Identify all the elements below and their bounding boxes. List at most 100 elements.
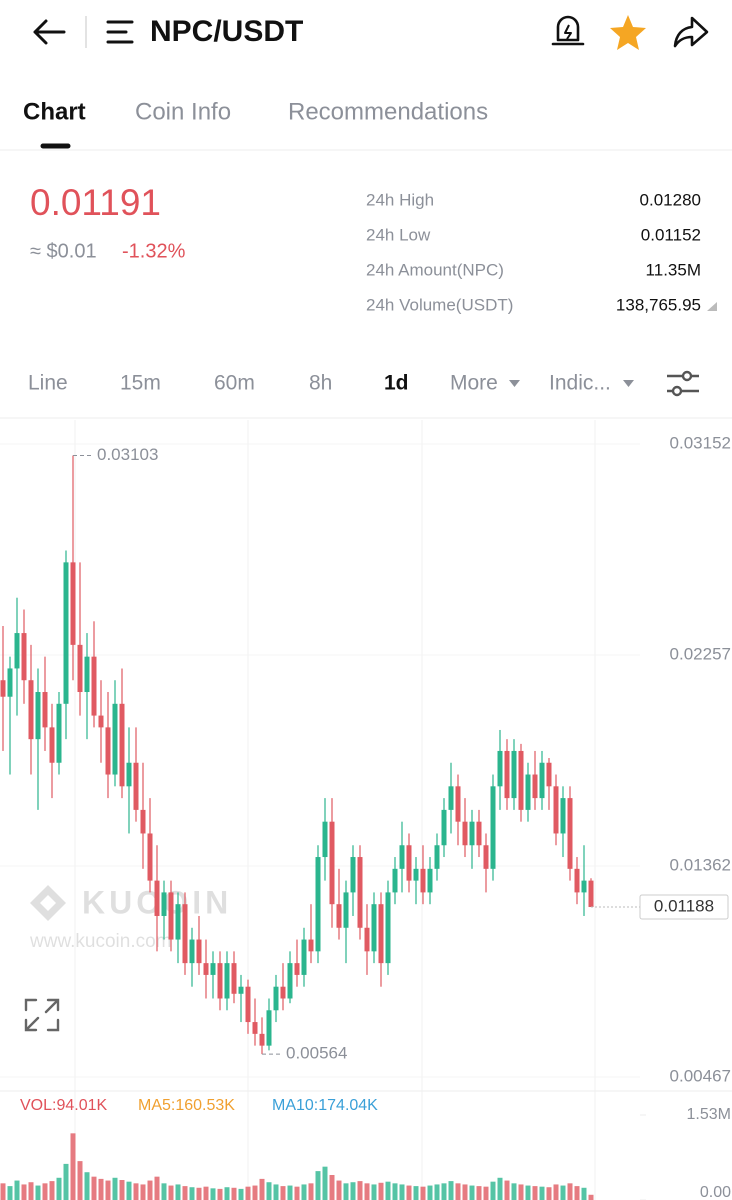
candle-body bbox=[168, 892, 174, 940]
candle-body bbox=[294, 963, 300, 975]
candle-body bbox=[441, 809, 447, 846]
candle-body bbox=[77, 644, 83, 693]
interval[interactable]: 60m bbox=[214, 372, 255, 395]
volume-bar bbox=[238, 1188, 244, 1200]
candle-body bbox=[560, 798, 566, 834]
volume-bar bbox=[525, 1185, 531, 1200]
candle-body bbox=[399, 845, 405, 869]
candle-body bbox=[245, 986, 251, 1023]
candle-body bbox=[147, 833, 153, 881]
candle-body bbox=[14, 633, 20, 669]
candle-body bbox=[378, 904, 384, 964]
chart-settings[interactable] bbox=[667, 370, 699, 397]
candle-body bbox=[98, 715, 104, 728]
volume-bar bbox=[287, 1185, 293, 1200]
menu-button[interactable] bbox=[106, 20, 134, 44]
sort-caret bbox=[707, 302, 717, 311]
volume-bar bbox=[210, 1188, 216, 1200]
stat-label: 24h Low bbox=[366, 225, 431, 244]
volume-bar bbox=[413, 1186, 419, 1200]
candle-body bbox=[70, 562, 76, 645]
volume-bar bbox=[301, 1184, 307, 1200]
candle-body bbox=[364, 927, 370, 952]
y-tick-label: 0.03152 bbox=[670, 433, 731, 452]
volume-bar bbox=[343, 1183, 349, 1200]
volume-bar bbox=[427, 1185, 433, 1200]
volume-bar bbox=[504, 1180, 510, 1200]
volume-bar bbox=[581, 1187, 587, 1200]
candle-body bbox=[525, 774, 531, 810]
volume-bar bbox=[315, 1171, 321, 1200]
watermark-url: www.kucoin.com bbox=[29, 931, 172, 952]
candle-body bbox=[574, 868, 580, 893]
volume-bar bbox=[406, 1185, 412, 1200]
candle-body bbox=[154, 880, 160, 916]
candle-body bbox=[322, 821, 328, 858]
candle-body bbox=[406, 845, 412, 881]
tab[interactable]: Coin Info bbox=[135, 98, 231, 125]
pair-title[interactable]: NPC/USDT bbox=[150, 15, 303, 48]
indicator-menu[interactable]: Indic... bbox=[549, 372, 611, 395]
interval[interactable]: 15m bbox=[120, 372, 161, 395]
volume-bar bbox=[518, 1184, 524, 1200]
interval[interactable]: Line bbox=[28, 372, 68, 395]
y-tick-label: 1.53M bbox=[687, 1106, 731, 1123]
candle-body bbox=[105, 727, 111, 775]
stat-value: 0.01152 bbox=[641, 225, 701, 244]
candle-body bbox=[497, 750, 503, 787]
volume-bar bbox=[245, 1186, 251, 1200]
candle-body bbox=[266, 1010, 272, 1046]
volume-bar bbox=[294, 1186, 300, 1200]
stat-value: 0.01280 bbox=[640, 190, 701, 209]
candle-body bbox=[231, 963, 237, 994]
favorite-star[interactable] bbox=[610, 15, 646, 50]
candle-body bbox=[343, 892, 349, 928]
fiat-price: ≈ $0.01 bbox=[30, 240, 97, 262]
candle-body bbox=[462, 821, 468, 846]
candle-body bbox=[112, 703, 118, 775]
candle-body bbox=[329, 821, 335, 905]
interval-menu[interactable]: More bbox=[450, 372, 498, 395]
chart-grid bbox=[74, 420, 596, 1200]
candle-body bbox=[511, 750, 517, 799]
volume-bar bbox=[0, 1183, 6, 1200]
candle-body bbox=[567, 798, 573, 869]
volume-bar bbox=[546, 1187, 552, 1200]
candle-body bbox=[280, 986, 286, 999]
volume-bar bbox=[392, 1183, 398, 1200]
volume-bar bbox=[322, 1166, 328, 1200]
interval[interactable]: 8h bbox=[309, 372, 332, 395]
tab[interactable]: Recommendations bbox=[288, 98, 488, 125]
volume-bar bbox=[476, 1186, 482, 1200]
alert-button[interactable] bbox=[551, 15, 585, 46]
volume-bar bbox=[224, 1187, 230, 1200]
candle-body bbox=[476, 821, 482, 846]
stat-label: 24h High bbox=[366, 190, 434, 209]
candle-body bbox=[385, 892, 391, 964]
volume-bar bbox=[259, 1178, 265, 1200]
interval[interactable]: 1d bbox=[384, 372, 409, 395]
volume-bar bbox=[462, 1184, 468, 1200]
candle-body bbox=[392, 868, 398, 893]
volume-bar bbox=[217, 1188, 223, 1200]
stat-label: 24h Amount(NPC) bbox=[366, 260, 504, 279]
volume-bar bbox=[469, 1185, 475, 1200]
candle-body bbox=[273, 986, 279, 1011]
volume-legend: MA10:174.04K bbox=[272, 1097, 378, 1114]
volume-bar bbox=[182, 1186, 188, 1200]
volume-bar bbox=[112, 1177, 118, 1200]
fullscreen-button[interactable] bbox=[24, 998, 60, 1032]
volume-bar bbox=[336, 1180, 342, 1200]
candle-body bbox=[259, 1033, 265, 1046]
candle-body bbox=[63, 562, 69, 704]
volume-bar bbox=[532, 1186, 538, 1200]
min-label: 0.00564 bbox=[286, 1044, 347, 1063]
back-button[interactable] bbox=[33, 19, 66, 45]
share-button[interactable] bbox=[673, 16, 709, 48]
candle-body bbox=[133, 762, 139, 810]
tab[interactable]: Chart bbox=[23, 98, 86, 125]
volume-bar bbox=[175, 1184, 181, 1200]
candle-body bbox=[532, 774, 538, 799]
y-tick-label: 0.00467 bbox=[670, 1066, 731, 1085]
volume-bar bbox=[448, 1181, 454, 1200]
